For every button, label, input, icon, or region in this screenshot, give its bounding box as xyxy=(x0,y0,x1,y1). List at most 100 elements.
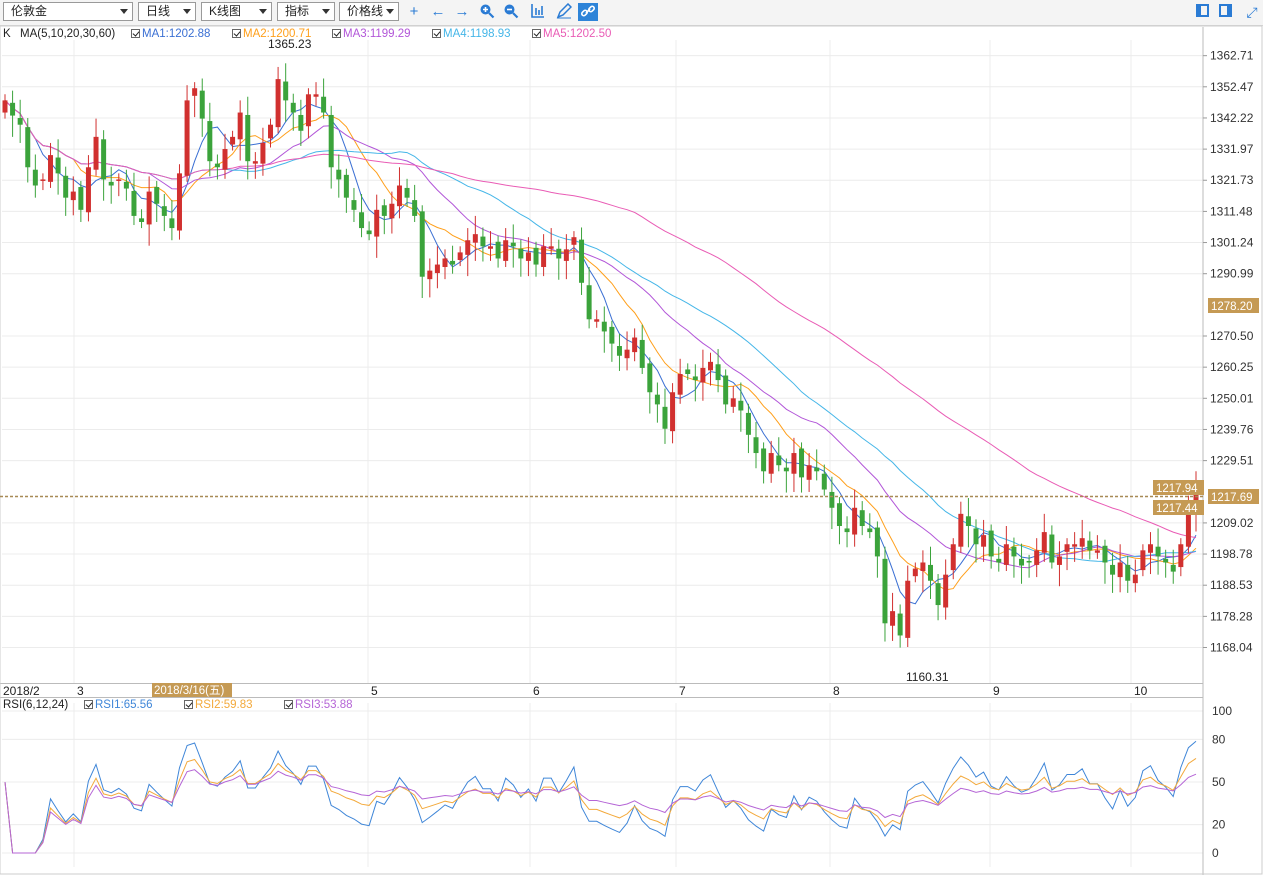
legend-ma3[interactable]: MA3:1199.29 xyxy=(332,27,411,41)
price-tick-label: 1229.51 xyxy=(1210,454,1254,468)
candle-body xyxy=(707,361,713,371)
time-tick-label: 2018/2 xyxy=(3,684,40,698)
candle-body xyxy=(1019,558,1025,566)
price-tick-label: 1239.76 xyxy=(1210,422,1254,436)
candle-body xyxy=(328,114,334,168)
candle-body xyxy=(268,124,274,139)
candle-body xyxy=(260,142,266,164)
legend-rsi1[interactable]: RSI1:65.56 xyxy=(84,698,153,712)
price-tick-label: 1301.24 xyxy=(1210,236,1254,250)
legend-ma1[interactable]: MA1:1202.88 xyxy=(131,27,210,41)
candle-body xyxy=(616,346,622,356)
price-tag-c-bg xyxy=(1153,500,1204,515)
checkbox-icon[interactable] xyxy=(532,29,541,38)
candle-body xyxy=(761,448,767,472)
candle-body xyxy=(943,574,949,608)
candle-body xyxy=(2,100,8,113)
legend-ma4-text: MA4:1198.93 xyxy=(443,28,511,40)
price-tag-a: 1278.20 xyxy=(1211,301,1253,313)
price-tick-label: 1342.22 xyxy=(1210,111,1254,125)
checkbox-icon[interactable] xyxy=(184,700,193,709)
candle-body xyxy=(404,187,410,198)
candle-body xyxy=(450,260,456,265)
candle-body xyxy=(472,234,478,243)
expand-icon[interactable]: ⤢ xyxy=(1246,4,1258,20)
checkbox-icon[interactable] xyxy=(332,29,341,38)
checkbox-icon[interactable] xyxy=(432,29,441,38)
arrow-left-icon[interactable]: ← xyxy=(430,3,446,20)
legend-rsi1-text: RSI1:65.56 xyxy=(95,699,153,711)
candle-body xyxy=(1041,532,1047,553)
crosshair-icon[interactable]: + xyxy=(409,3,419,20)
candle-body xyxy=(594,319,600,322)
time-tick-label: 10 xyxy=(1134,684,1148,698)
candle-body xyxy=(973,528,979,545)
price-tick-label: 1270.50 xyxy=(1210,329,1254,343)
pen-icon[interactable] xyxy=(554,2,574,21)
candle-body xyxy=(981,535,987,547)
candle-body xyxy=(396,185,402,207)
checkbox-icon[interactable] xyxy=(284,700,293,709)
candle-body xyxy=(1102,545,1108,563)
candle-body xyxy=(1094,550,1100,553)
chart-style-select[interactable]: K线图 xyxy=(201,2,272,21)
legend-ma5[interactable]: MA5:1202.50 xyxy=(532,27,611,41)
candle-body xyxy=(510,242,516,247)
candle-body xyxy=(1034,550,1040,565)
link-icon[interactable] xyxy=(578,3,598,21)
legend-rsi2[interactable]: RSI2:59.83 xyxy=(184,698,253,712)
layout-right-icon[interactable] xyxy=(1219,4,1232,17)
legend-ma5-text: MA5:1202.50 xyxy=(543,28,612,40)
candle-body xyxy=(958,513,964,547)
candle-body xyxy=(897,613,903,636)
candle-body xyxy=(199,90,205,119)
legend-rsi3[interactable]: RSI3:53.88 xyxy=(284,698,353,712)
rsi1-line xyxy=(4,740,1197,854)
candle-body xyxy=(146,191,152,225)
price-tick-label: 1331.97 xyxy=(1210,142,1254,156)
candle-body xyxy=(1155,546,1161,557)
axis-icon[interactable] xyxy=(527,3,547,21)
candle-body xyxy=(1049,534,1055,563)
indicator-select[interactable]: 指标 xyxy=(277,2,335,21)
checkbox-icon[interactable] xyxy=(232,29,241,38)
candle-body xyxy=(776,455,782,466)
legend-ma2-text: MA2:1200.71 xyxy=(243,28,312,40)
candle-body xyxy=(541,246,547,267)
arrow-right-icon[interactable]: → xyxy=(454,3,470,20)
legend-rsi-label: RSI(6,12,24) xyxy=(3,699,69,711)
checkbox-icon[interactable] xyxy=(84,700,93,709)
layout-left-icon[interactable] xyxy=(1196,4,1209,17)
candle-body xyxy=(1026,560,1032,563)
price-tick-label: 1352.47 xyxy=(1210,80,1254,94)
legend-k: K xyxy=(3,28,11,40)
legend-ma2[interactable]: MA2:1200.71 xyxy=(232,27,311,41)
candle-body xyxy=(1163,558,1169,563)
candle-body xyxy=(17,118,23,125)
candle-body xyxy=(935,583,941,606)
ma4-line xyxy=(4,100,1197,563)
price-line-select[interactable]: 价格线 xyxy=(339,2,399,21)
checkbox-icon[interactable] xyxy=(131,29,140,38)
candle-body xyxy=(85,167,91,213)
candle-body xyxy=(374,209,380,237)
candle-body xyxy=(821,473,827,490)
candle-body xyxy=(601,321,607,332)
candle-body xyxy=(123,181,129,189)
candle-body xyxy=(313,94,319,97)
price-tag-b-bg xyxy=(1153,480,1204,495)
candle-body xyxy=(161,206,167,216)
candle-body xyxy=(525,252,531,261)
time-tick-label: 6 xyxy=(533,684,540,698)
candle-body xyxy=(1056,556,1062,565)
candle-body xyxy=(283,81,289,101)
period-select[interactable]: 日线 xyxy=(138,2,196,21)
candle-body xyxy=(1147,544,1153,553)
zoom-in-icon[interactable] xyxy=(477,3,497,21)
zoom-out-icon[interactable] xyxy=(501,3,521,21)
legend-ma4[interactable]: MA4:1198.93 xyxy=(432,27,511,41)
symbol-select[interactable]: 伦敦金 xyxy=(3,2,133,21)
candle-body xyxy=(844,528,850,533)
candle-body xyxy=(108,181,114,186)
